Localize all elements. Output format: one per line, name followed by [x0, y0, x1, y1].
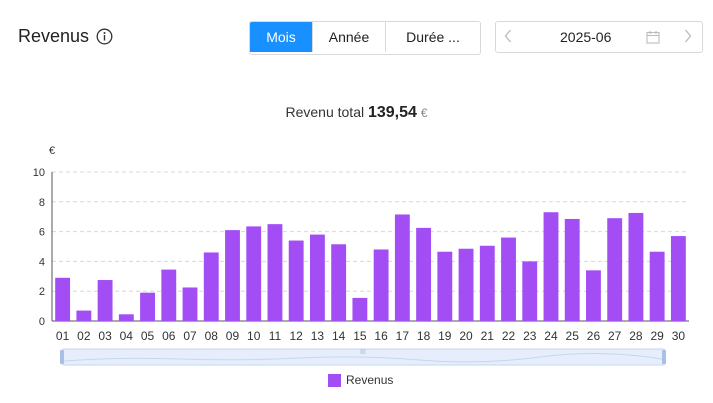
x-tick-label: 02 [77, 329, 91, 343]
x-tick-label: 03 [98, 329, 112, 343]
x-tick-label: 23 [523, 329, 537, 343]
bar-15[interactable] [352, 297, 368, 321]
y-tick-label: 6 [39, 227, 45, 239]
y-tick-label: 2 [39, 286, 45, 298]
x-tick-label: 20 [459, 329, 473, 343]
x-tick-label: 24 [544, 329, 558, 343]
bar-08[interactable] [203, 252, 219, 321]
x-tick-label: 10 [247, 329, 261, 343]
x-tick-label: 18 [417, 329, 431, 343]
bar-17[interactable] [394, 214, 410, 321]
chart-legend[interactable]: Revenus [328, 373, 393, 387]
x-tick-label: 28 [629, 329, 643, 343]
bar-16[interactable] [373, 249, 389, 321]
bar-24[interactable] [543, 212, 559, 321]
y-tick-label: 8 [39, 197, 45, 209]
y-axis-label: € [49, 145, 55, 157]
total-label: Revenu total [285, 104, 365, 120]
calendar-icon[interactable] [646, 30, 660, 49]
page-title: Revenus [18, 26, 90, 46]
bar-18[interactable] [416, 227, 432, 321]
month-picker[interactable]: 2025-06 [495, 21, 703, 53]
zoom-handle-left[interactable] [60, 350, 64, 364]
bar-10[interactable] [246, 226, 262, 321]
x-tick-label: 21 [481, 329, 495, 343]
bar-20[interactable] [458, 248, 474, 321]
x-tick-label: 07 [183, 329, 197, 343]
x-tick-label: 17 [396, 329, 410, 343]
total-currency: € [420, 106, 428, 120]
x-tick-label: 08 [205, 329, 219, 343]
x-tick-label: 05 [141, 329, 155, 343]
x-tick-label: 30 [672, 329, 686, 343]
bar-23[interactable] [522, 261, 538, 321]
bar-21[interactable] [479, 245, 495, 321]
month-value[interactable]: 2025-06 [560, 29, 612, 45]
bar-01[interactable] [55, 277, 71, 321]
x-tick-label: 16 [374, 329, 388, 343]
x-tick-label: 25 [566, 329, 580, 343]
x-tick-label: 12 [290, 329, 304, 343]
chevron-right-icon[interactable] [684, 29, 692, 46]
y-tick-label: 4 [39, 256, 45, 268]
x-tick-label: 09 [226, 329, 240, 343]
zoom-handle-right[interactable] [662, 350, 666, 364]
legend-swatch [328, 373, 341, 387]
tab-duration[interactable]: Durée ... [385, 22, 480, 52]
x-tick-label: 19 [438, 329, 452, 343]
bar-28[interactable] [628, 212, 644, 321]
x-tick-label: 01 [56, 329, 70, 343]
x-tick-label: 13 [311, 329, 325, 343]
bar-26[interactable] [586, 270, 601, 321]
bar-06[interactable] [161, 269, 177, 321]
x-tick-label: 04 [120, 329, 134, 343]
y-tick-label: 10 [33, 167, 45, 179]
bar-30[interactable] [670, 236, 686, 321]
bar-14[interactable] [331, 244, 347, 321]
legend-label: Revenus [346, 373, 394, 387]
total-amount: 139,54 [367, 104, 417, 121]
x-tick-label: 26 [587, 329, 601, 343]
bar-12[interactable] [288, 240, 304, 321]
y-tick-label: 0 [39, 316, 45, 328]
bar-07[interactable] [182, 287, 198, 321]
tab-year[interactable]: Année [312, 22, 385, 52]
bar-13[interactable] [309, 234, 325, 321]
period-tabs: Mois Année Durée ... [249, 21, 481, 55]
x-tick-label: 06 [162, 329, 176, 343]
x-tick-label: 14 [332, 329, 346, 343]
bar-02[interactable] [76, 310, 92, 321]
x-tick-label: 29 [650, 329, 664, 343]
bar-29[interactable] [649, 251, 665, 321]
info-circle-icon[interactable] [96, 28, 113, 50]
chevron-left-icon[interactable] [504, 29, 512, 46]
x-tick-label: 22 [502, 329, 516, 343]
bar-11[interactable] [267, 224, 283, 321]
x-tick-label: 15 [353, 329, 367, 343]
tab-month[interactable]: Mois [250, 22, 312, 52]
data-zoom-slider[interactable]: III [60, 348, 666, 366]
bar-05[interactable] [140, 292, 155, 321]
bar-03[interactable] [97, 280, 113, 321]
x-tick-label: 27 [608, 329, 622, 343]
bar-19[interactable] [437, 251, 453, 321]
bar-27[interactable] [607, 218, 623, 321]
total-revenue: Revenu total 139,54 € [0, 104, 713, 122]
bar-09[interactable] [225, 230, 240, 321]
bar-25[interactable] [564, 218, 580, 321]
svg-text:III: III [360, 349, 366, 356]
bar-22[interactable] [501, 237, 516, 321]
x-tick-label: 11 [269, 329, 282, 343]
bar-04[interactable] [118, 314, 134, 321]
